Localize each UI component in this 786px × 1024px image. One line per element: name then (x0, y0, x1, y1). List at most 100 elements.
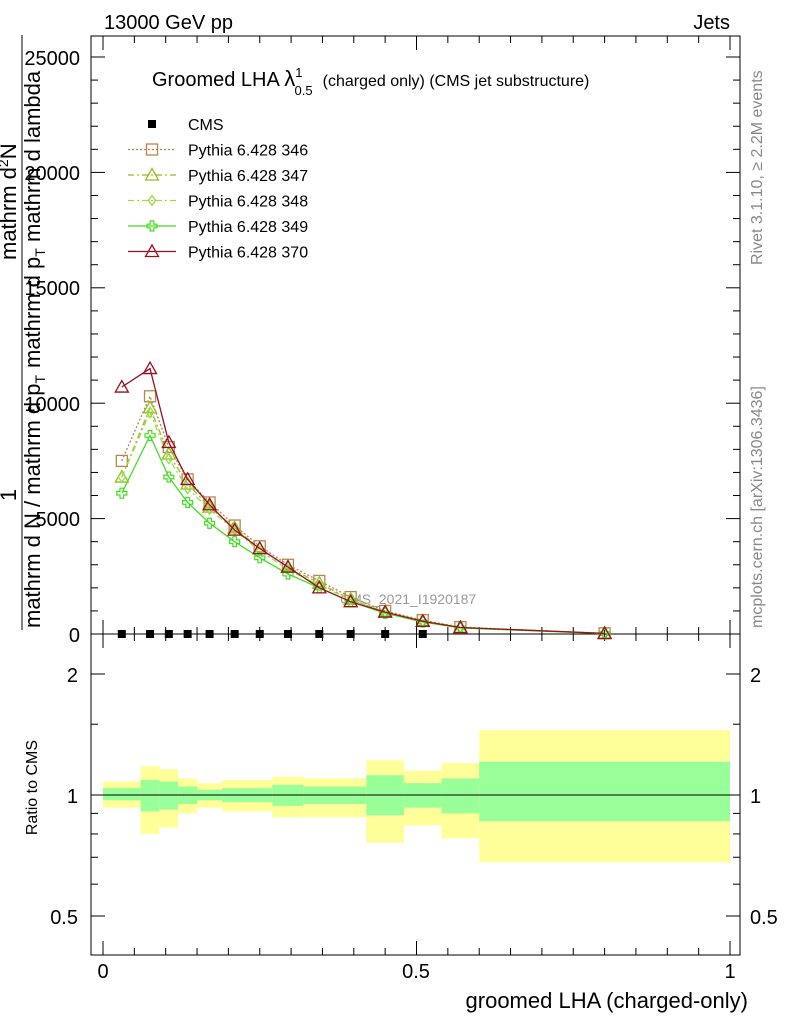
data-point (254, 552, 266, 564)
ytick-25000: 25000 (24, 48, 80, 70)
data-point (180, 471, 196, 486)
ytick-5000: 5000 (36, 509, 81, 531)
ratio-band-green-1 (140, 779, 160, 812)
legend-item-1: Pythia 6.428 346 (128, 143, 308, 160)
data-point (163, 471, 175, 483)
data-point (117, 630, 126, 638)
series-4 (116, 429, 611, 640)
ytick-15000: 15000 (24, 278, 80, 300)
data-point (144, 429, 156, 442)
rtick-2-right: 2 (750, 665, 761, 687)
legend: CMS Pythia 6.428 346 Pythia 6.428 347 Pythi… (128, 117, 308, 262)
data-point (452, 619, 469, 634)
data-point (145, 406, 155, 419)
axis-ticks (91, 36, 740, 955)
legend-label: Pythia 6.428 370 (188, 245, 308, 262)
data-point (346, 630, 355, 638)
legend-label: Pythia 6.428 347 (188, 168, 308, 185)
ratio-band-green-2 (159, 781, 179, 810)
legend-label: Pythia 6.428 346 (188, 143, 308, 160)
data-point (142, 360, 158, 375)
data-point (203, 517, 216, 529)
rtick-2-left: 2 (67, 665, 78, 687)
legend-marker (147, 194, 157, 207)
series-3 (117, 406, 609, 640)
data-point (596, 625, 613, 640)
data-point (117, 470, 127, 484)
series-5 (114, 360, 613, 640)
data-point (201, 496, 218, 511)
legend-label: Pythia 6.428 348 (188, 194, 308, 211)
ratio-band-green-11 (479, 761, 730, 822)
data-point (229, 536, 241, 548)
legend-marker (148, 120, 156, 128)
legend-label: CMS (188, 117, 224, 134)
legend-item-2: Pythia 6.428 347 (128, 167, 308, 185)
ytick-10000: 10000 (24, 394, 80, 416)
data-point (418, 630, 427, 638)
ratio-y-label: Ratio to CMS (24, 740, 41, 835)
data-point (115, 454, 128, 468)
rivet-version: Rivet 3.1.10, ≥ 2.2M events (749, 70, 766, 265)
header-left: 13000 GeV pp (104, 12, 233, 34)
series-line (121, 367, 605, 635)
data-point (183, 630, 192, 638)
y-label-numerator: 1 (0, 489, 21, 501)
data-point (379, 607, 391, 619)
data-point (255, 544, 265, 558)
data-point (164, 452, 174, 465)
ytick-0: 0 (69, 625, 80, 647)
ratio-band-green-10 (441, 778, 480, 814)
data-point (415, 613, 431, 627)
data-point (183, 482, 192, 495)
data-point (377, 604, 393, 618)
data-point (252, 540, 268, 555)
data-point (343, 593, 359, 608)
legend-item-5: Pythia 6.428 370 (128, 243, 308, 262)
data-point (161, 446, 177, 460)
data-point (311, 580, 327, 594)
rtick-05-right: 0.5 (750, 907, 778, 929)
legend-item-4: Pythia 6.428 349 (128, 219, 308, 236)
data-point (205, 630, 214, 638)
series-layer (114, 360, 613, 640)
data-point (164, 630, 173, 638)
legend-marker (146, 220, 158, 232)
data-point (116, 487, 128, 499)
legend-marker (144, 167, 160, 181)
data-point (283, 630, 292, 638)
data-point (182, 496, 194, 509)
header-right: Jets (693, 12, 730, 34)
legend-marker (144, 243, 160, 258)
data-point (255, 630, 264, 638)
y-label-denominator: mathrm d N / mathrm d pT (20, 374, 48, 628)
ytick-20000: 20000 (24, 163, 80, 185)
rtick-1-right: 1 (750, 786, 761, 808)
data-point (227, 522, 243, 536)
plot-title: Groomed LHA λ1 0.5(charged only) (CMS jet… (152, 65, 589, 98)
legend-marker (145, 143, 159, 156)
data-point (381, 630, 390, 638)
ratio-band-green-0 (103, 788, 141, 801)
xtick-0: 0 (97, 961, 108, 983)
y-label-top: mathrm d2N (0, 143, 21, 260)
ratio-bands (103, 730, 730, 863)
rtick-05-left: 0.5 (50, 907, 78, 929)
xtick-1: 1 (724, 961, 735, 983)
series-line (121, 394, 605, 634)
rtick-1-left: 1 (67, 786, 78, 808)
mcplots-credit: mcplots.cern.ch [arXiv:1306.3436] (749, 386, 766, 628)
main-y-label: 1 mathrm d N / mathrm d pT mathrm d pT m… (0, 35, 48, 630)
legend-item-3: Pythia 6.428 348 (128, 194, 308, 211)
data-point (114, 379, 130, 393)
data-point (315, 630, 324, 638)
data-point (280, 559, 296, 573)
y-label-right: mathrm d pT mathrm d lambda (20, 70, 48, 368)
series-line (121, 433, 605, 635)
data-point (230, 630, 239, 638)
xtick-05: 0.5 (402, 961, 430, 983)
series-0 (117, 630, 427, 638)
data-point (201, 499, 218, 513)
legend-label: Pythia 6.428 349 (188, 219, 308, 236)
